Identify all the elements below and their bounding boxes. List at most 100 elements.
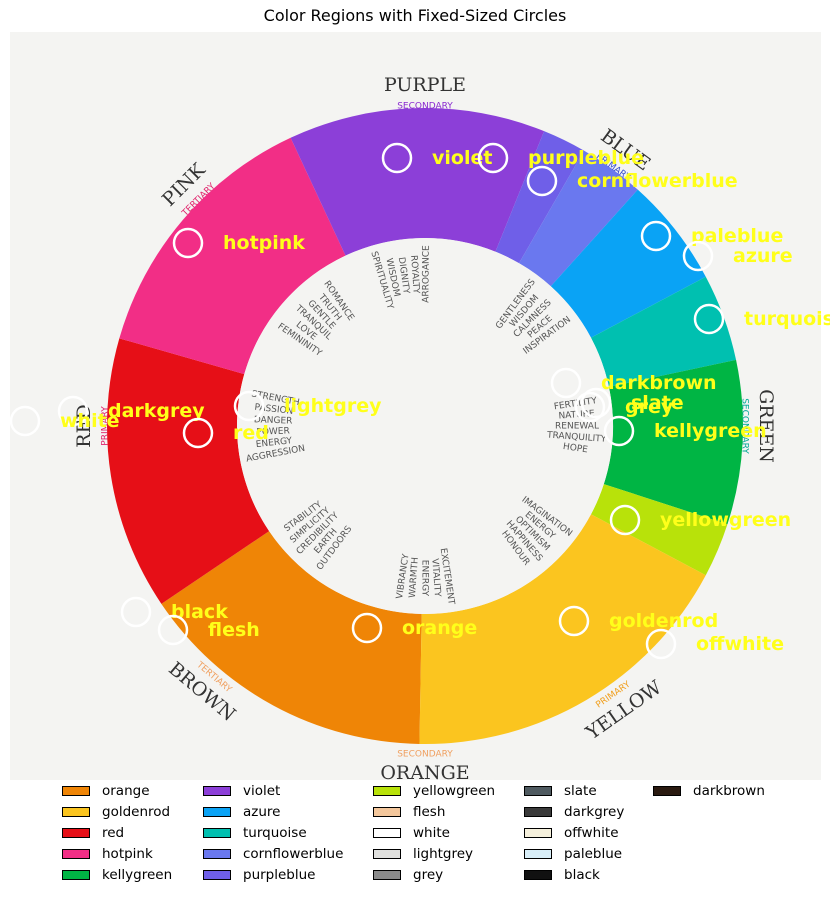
legend-label: white [413,825,450,841]
marker-label-offwhite: offwhite [696,633,784,655]
color-wheel-chart: PURPLESECONDARYBLUEPRIMARYGREENSECONDARY… [9,32,830,780]
wheel-segment-purpleblue [495,131,584,264]
legend-item-darkgrey: darkgrey [524,803,624,821]
wheel-segment-hotpink [119,137,346,375]
marker-label-turquoise: turquoise [744,308,830,330]
legend-item-hotpink: hotpink [62,845,153,863]
legend-item-white: white [373,824,450,842]
inner-word: WARMTH [408,557,421,598]
legend-swatch [373,828,401,838]
marker-circle-slate [580,387,612,419]
wheel-segment-red [106,338,270,604]
legend-label: slate [564,783,597,799]
marker-circle-black [120,596,152,628]
marker-label-white: white [60,410,120,432]
legend-swatch [524,828,552,838]
outer-sublabel-purple: SECONDARY [397,102,453,112]
marker-label-violet: violet [432,147,492,169]
outer-sublabel-green: SECONDARY [740,398,750,454]
legend-label: kellygreen [102,867,173,883]
marker-label-cornflowerblue: cornflowerblue [577,170,738,192]
marker-label-red: red [233,422,269,444]
marker-label-azure: azure [733,245,793,267]
legend-label: black [564,867,600,883]
legend-item-violet: violet [203,782,280,800]
inner-word: HOPE [562,442,588,456]
legend-item-paleblue: paleblue [524,845,622,863]
legend-item-yellowgreen: yellowgreen [373,782,495,800]
outer-label-green: GREEN [755,389,777,463]
legend-swatch [203,870,231,880]
inner-word: ENERGY [255,436,293,450]
outer-sublabel-red: PRIMARY [101,406,111,446]
legend-swatch [373,849,401,859]
legend-label: violet [243,783,281,799]
inner-word: TRANQUILITY [546,430,607,444]
marker-circle-red [182,417,214,449]
legend-item-kellygreen: kellygreen [62,866,172,884]
wheel-segment-orange [161,531,422,744]
legend-item-offwhite: offwhite [524,824,619,842]
marker-circle-grey [574,391,606,423]
legend-item-lightgrey: lightgrey [373,845,473,863]
wheel-segment-kellygreen [603,359,744,525]
outer-sublabel-orange: SECONDARY [397,750,453,760]
legend-label: offwhite [564,825,619,841]
legend-item-cornflowerblue: cornflowerblue [203,845,343,863]
marker-circle-azure [682,240,714,272]
legend-item-flesh: flesh [373,803,445,821]
legend: orange goldenrod red hotpink kellygreen viole… [62,782,822,894]
inner-word: POWER [256,426,290,437]
marker-circle-offwhite [645,628,677,660]
marker-label-yellowgreen: yellowgreen [660,509,791,531]
marker-label-kellygreen: kellygreen [654,420,767,442]
legend-swatch [524,849,552,859]
legend-item-black: black [524,866,600,884]
marker-circle-flesh [157,614,189,646]
legend-swatch [62,828,90,838]
inner-word: DANGER [254,415,293,426]
wheel-segment-cornflowerblue [519,150,638,287]
chart-title: Color Regions with Fixed-Sized Circles [263,6,567,25]
legend-swatch [203,786,231,796]
legend-label: azure [243,804,281,820]
legend-swatch [62,849,90,859]
marker-circle-lightgrey [233,390,265,422]
marker-label-orange: orange [402,617,477,639]
marker-circle-kellygreen [603,415,635,447]
outer-label-orange: ORANGE [380,762,469,780]
wheel-segment-turquoise [590,276,737,387]
legend-label: turquoise [243,825,307,841]
outer-label-red: RED [73,404,95,447]
marker-label-lightgrey: lightgrey [284,395,382,417]
legend-label: flesh [413,804,446,820]
legend-swatch [62,786,90,796]
inner-word: RENEWAL [555,422,599,432]
legend-swatch [524,786,552,796]
legend-item-grey: grey [373,866,443,884]
inner-word: ARROGANCE [421,245,431,303]
marker-label-darkbrown: darkbrown [601,372,717,394]
legend-item-darkbrown: darkbrown [653,782,765,800]
marker-label-goldenrod: goldenrod [609,610,718,632]
legend-swatch [203,828,231,838]
legend-label: cornflowerblue [243,846,344,862]
legend-label: grey [413,867,444,883]
marker-label-slate: slate [631,392,684,414]
marker-label-purpleblue: purpleblue [528,147,644,169]
legend-item-goldenrod: goldenrod [62,803,170,821]
legend-item-red: red [62,824,124,842]
legend-swatch [203,849,231,859]
legend-label: darkbrown [693,783,765,799]
legend-label: yellowgreen [413,783,496,799]
legend-swatch [62,870,90,880]
marker-label-flesh: flesh [208,619,260,641]
outer-label-purple: PURPLE [384,74,466,96]
marker-circle-goldenrod [558,605,590,637]
marker-circle-hotpink [172,227,204,259]
marker-circle-paleblue [640,220,672,252]
legend-swatch [203,807,231,817]
marker-circle-darkgrey [57,395,89,427]
legend-item-turquoise: turquoise [203,824,307,842]
